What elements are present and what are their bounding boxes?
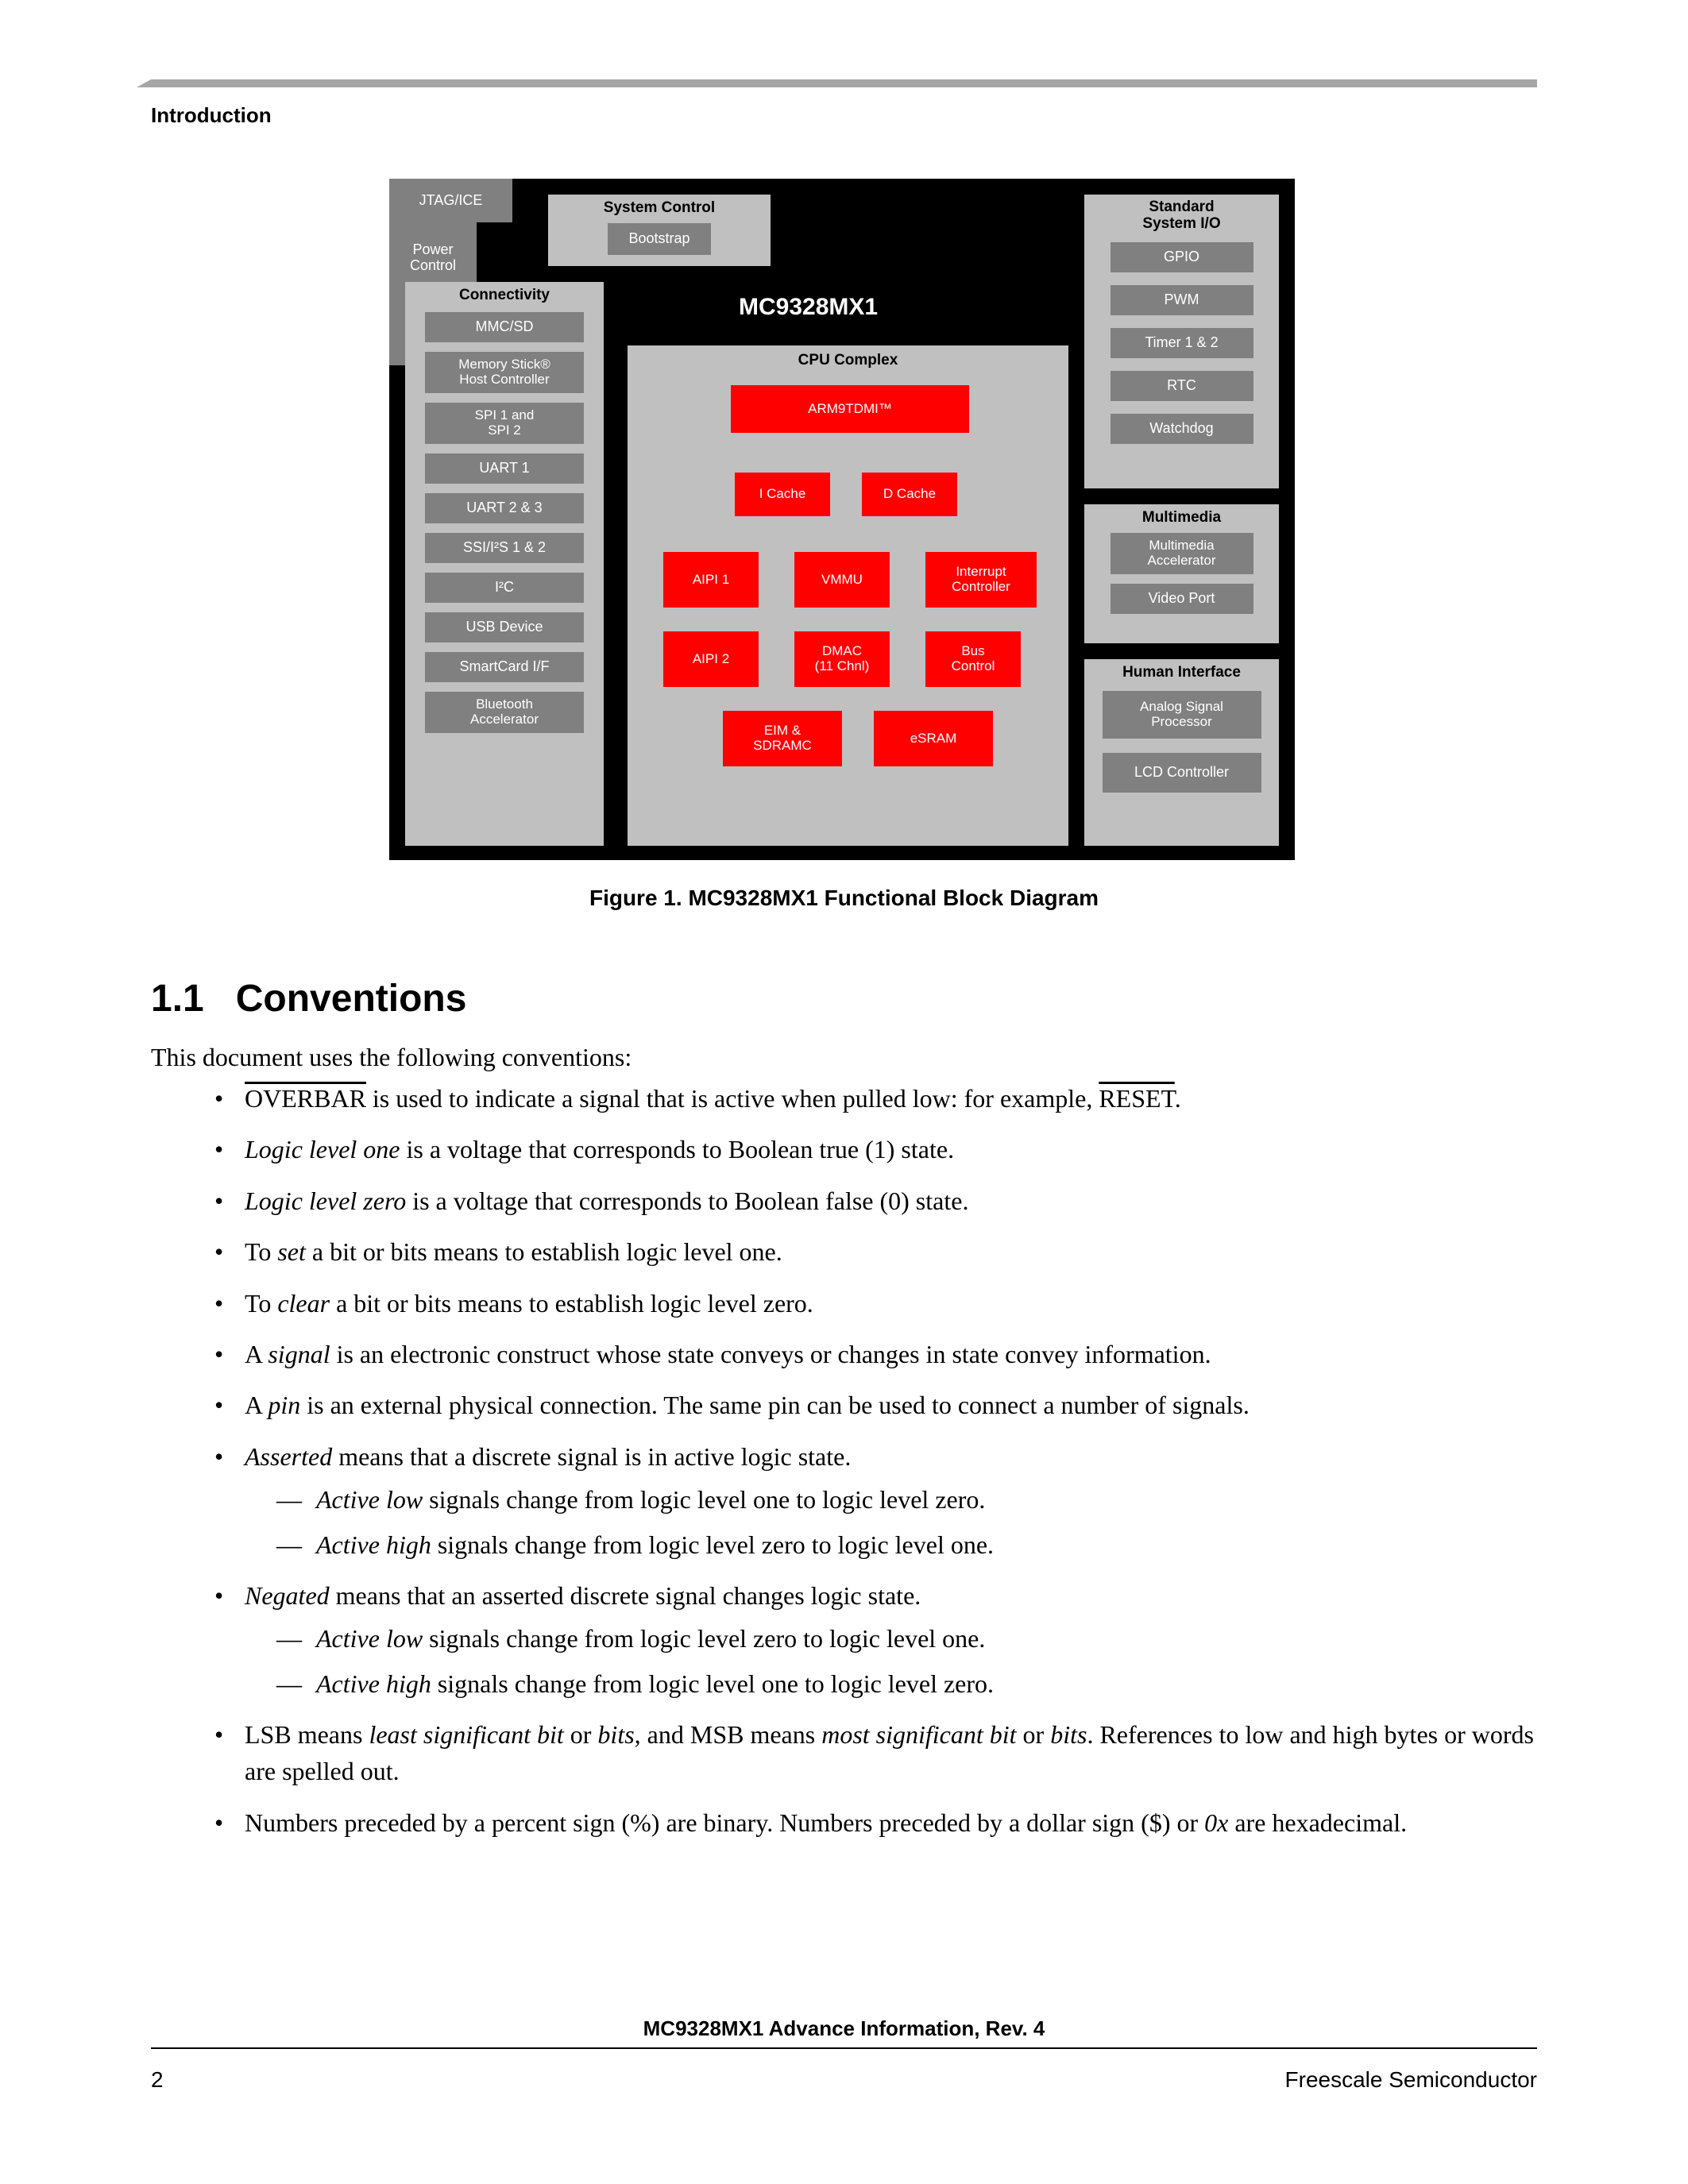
conn-item: SPI 1 and SPI 2: [425, 403, 584, 444]
list-item: A signal is an electronic construct whos…: [207, 1336, 1537, 1372]
blk-bootstrap: Bootstrap: [608, 223, 711, 255]
conn-item: USB Device: [425, 612, 584, 642]
sysctrl-title: System Control: [548, 195, 771, 217]
panel-stdio: Standard System I/O GPIO PWM Timer 1 & 2…: [1084, 195, 1279, 488]
conventions-list: OVERBAR is used to indicate a signal tha…: [207, 1080, 1537, 1855]
section-num: 1.1: [151, 978, 204, 1020]
conn-title: Connectivity: [405, 282, 604, 304]
list-item: Logic level one is a voltage that corres…: [207, 1131, 1537, 1167]
list-item: Active low signals change from logic lev…: [276, 1620, 1537, 1657]
list-item: Logic level zero is a voltage that corre…: [207, 1183, 1537, 1219]
stdio-item: PWM: [1111, 285, 1253, 315]
mm-item: Video Port: [1111, 584, 1253, 614]
list-item: Active high signals change from logic le…: [276, 1665, 1537, 1702]
panel-humaninterface: Human Interface Analog Signal Processor …: [1084, 659, 1279, 846]
conn-item: SmartCard I/F: [425, 652, 584, 682]
conn-item: MMC/SD: [425, 312, 584, 342]
panel-connectivity: Connectivity MMC/SD Memory Stick® Host C…: [405, 282, 604, 846]
list-item: OVERBAR is used to indicate a signal tha…: [207, 1080, 1537, 1117]
sub-list: Active low signals change from logic lev…: [276, 1481, 1537, 1563]
block-diagram: JTAG/ICE System Control Bootstrap Power …: [389, 179, 1295, 860]
chip-name: MC9328MX1: [739, 294, 878, 321]
list-item: A pin is an external physical connection…: [207, 1387, 1537, 1423]
cpu-blk: D Cache: [862, 473, 957, 516]
footer-rule: [151, 2047, 1537, 2049]
list-item: LSB means least significant bit or bits,…: [207, 1716, 1537, 1790]
sub-list: Active low signals change from logic lev…: [276, 1620, 1537, 1702]
footer-center: MC9328MX1 Advance Information, Rev. 4: [0, 2016, 1688, 2041]
stdio-item: Timer 1 & 2: [1111, 328, 1253, 358]
cpu-core: ARM9TDMI™: [731, 385, 969, 433]
hi-item: LCD Controller: [1103, 753, 1261, 793]
stdio-item: GPIO: [1111, 242, 1253, 272]
blk-jtag: JTAG/ICE: [389, 179, 512, 222]
list-item: Asserted means that a discrete signal is…: [207, 1438, 1537, 1563]
panel-sysctrl: System Control Bootstrap: [548, 195, 771, 266]
cpu-sub: CPU Complex: [628, 345, 1068, 369]
cpu-blk: EIM & SDRAMC: [723, 711, 842, 766]
list-item: To set a bit or bits means to establish …: [207, 1233, 1537, 1270]
list-item: To clear a bit or bits means to establis…: [207, 1285, 1537, 1322]
stdio-item: Watchdog: [1111, 414, 1253, 444]
hi-item: Analog Signal Processor: [1103, 691, 1261, 739]
conn-item: I²C: [425, 573, 584, 603]
mm-item: Multimedia Accelerator: [1111, 533, 1253, 574]
list-item: Active low signals change from logic lev…: [276, 1481, 1537, 1518]
cpu-blk: Bus Control: [925, 631, 1021, 687]
stdio-item: RTC: [1111, 371, 1253, 401]
conn-item: UART 1: [425, 453, 584, 484]
cpu-blk: DMAC (11 Chnl): [794, 631, 890, 687]
footer-right: Freescale Semiconductor: [1285, 2067, 1537, 2093]
header-section: Introduction: [151, 103, 272, 128]
header-rule: [151, 79, 1537, 87]
footer-page: 2: [151, 2067, 164, 2093]
conn-item: UART 2 & 3: [425, 493, 584, 523]
cpu-blk: Interrupt Controller: [925, 552, 1037, 608]
section-heading: 1.1 Conventions: [151, 977, 466, 1021]
cpu-blk: AIPI 1: [663, 552, 759, 608]
cpu-blk: VMMU: [794, 552, 890, 608]
figure-caption: Figure 1. MC9328MX1 Functional Block Dia…: [0, 886, 1688, 911]
conn-item: Memory Stick® Host Controller: [425, 352, 584, 393]
stdio-title: Standard System I/O: [1084, 195, 1279, 233]
list-item: Active high signals change from logic le…: [276, 1526, 1537, 1563]
panel-cpu: CPU Complex ARM9TDMI™ I Cache D Cache AI…: [628, 345, 1068, 846]
list-item: Numbers preceded by a percent sign (%) a…: [207, 1804, 1537, 1841]
list-item: Negated means that an asserted discrete …: [207, 1577, 1537, 1702]
cpu-blk: AIPI 2: [663, 631, 759, 687]
conn-item: SSI/I²S 1 & 2: [425, 533, 584, 563]
intro-line: This document uses the following convent…: [151, 1040, 1537, 1075]
section-title: Conventions: [236, 978, 467, 1020]
hi-title: Human Interface: [1084, 659, 1279, 681]
mm-title: Multimedia: [1084, 504, 1279, 527]
cpu-blk: I Cache: [735, 473, 830, 516]
cpu-blk: eSRAM: [874, 711, 993, 766]
panel-multimedia: Multimedia Multimedia Accelerator Video …: [1084, 504, 1279, 643]
conn-item: Bluetooth Accelerator: [425, 692, 584, 733]
